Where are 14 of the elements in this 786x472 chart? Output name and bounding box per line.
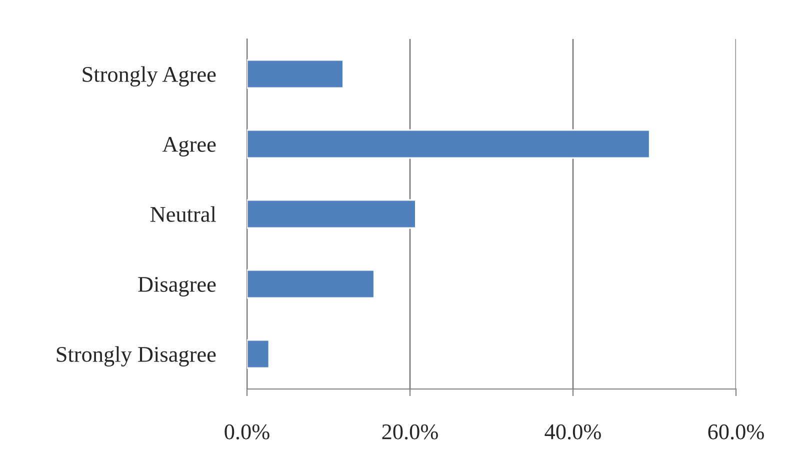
bar bbox=[247, 129, 650, 159]
y-tick-label: Disagree bbox=[138, 276, 216, 296]
bar bbox=[247, 339, 270, 369]
x-tick-label: 40.0% bbox=[544, 424, 601, 440]
y-tick-label: Strongly Disagree bbox=[56, 346, 216, 367]
bar bbox=[247, 269, 375, 299]
y-tick-label: Agree bbox=[162, 137, 216, 156]
bar bbox=[247, 199, 416, 229]
x-tick-label: 60.0% bbox=[708, 424, 764, 440]
y-tick-label: Strongly Agree bbox=[82, 66, 216, 87]
bar bbox=[247, 59, 344, 89]
x-tick-label: 0.0% bbox=[224, 424, 270, 440]
y-tick-label: Neutral bbox=[150, 206, 216, 222]
x-tick-label: 20.0% bbox=[382, 424, 438, 440]
